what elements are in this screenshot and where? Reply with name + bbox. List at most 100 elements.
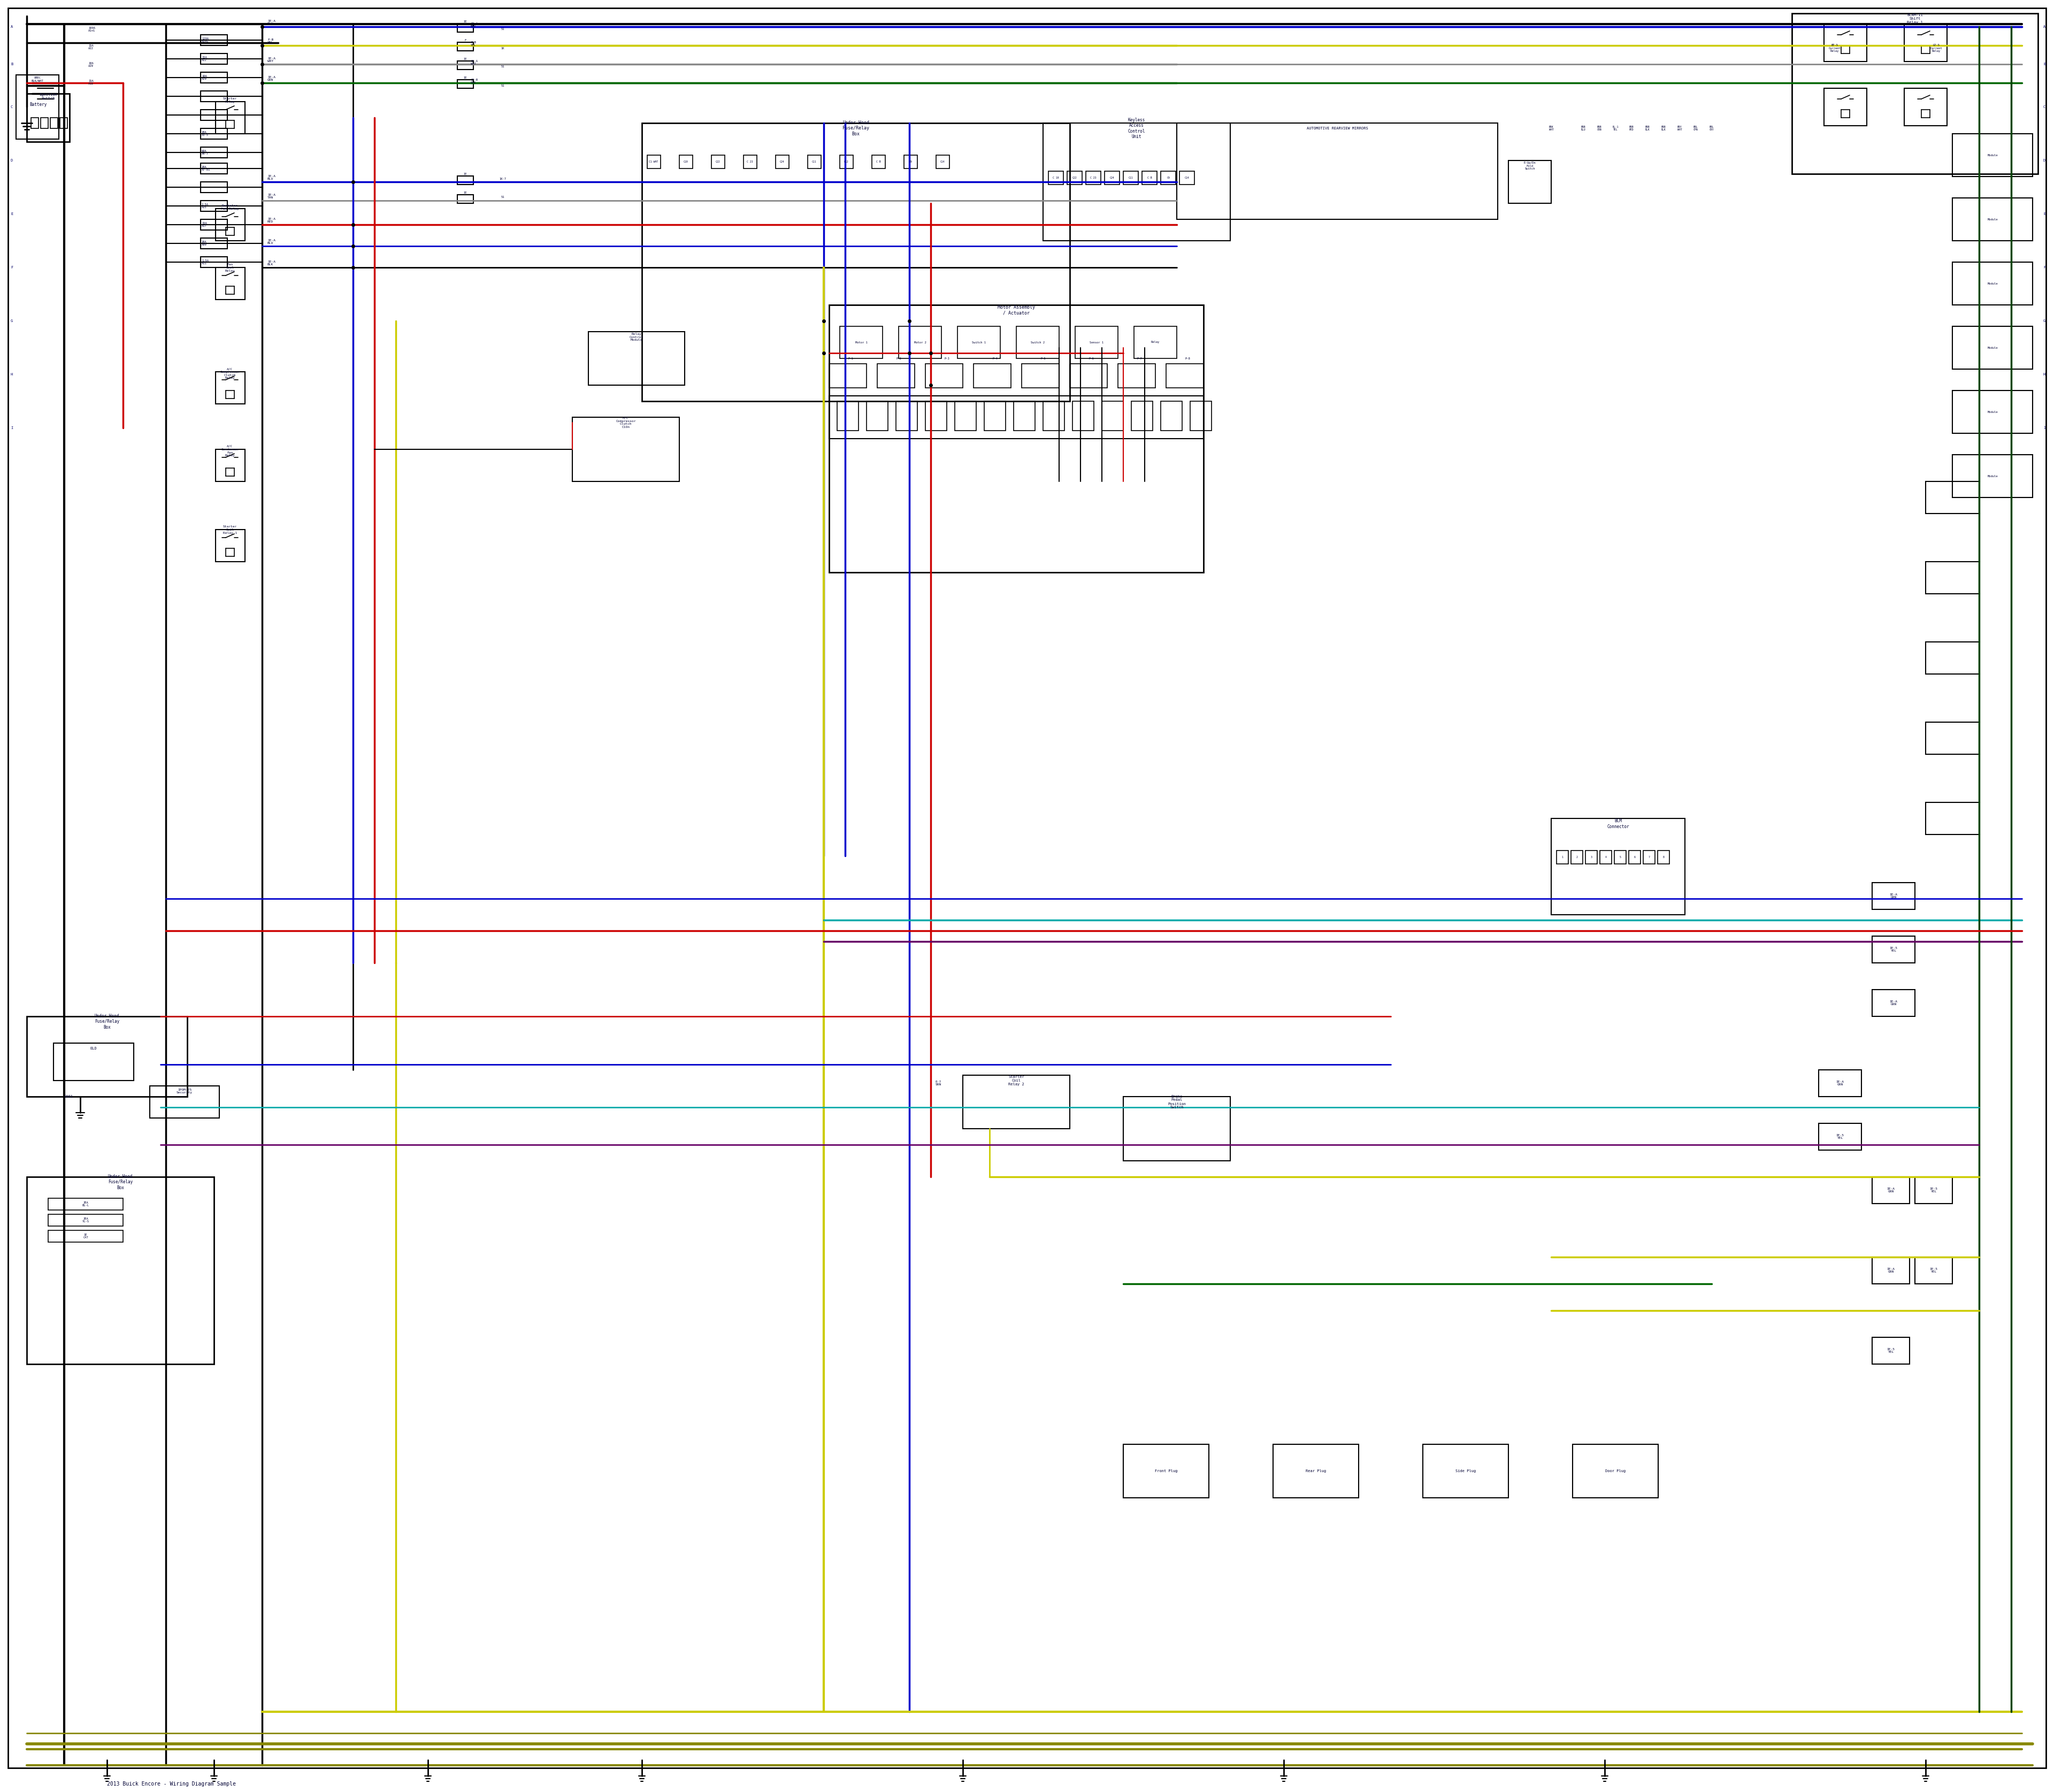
Bar — [1953, 262, 2033, 305]
Bar — [1161, 401, 1183, 430]
Text: BL-1
TEL: BL-1 TEL — [1612, 125, 1619, 131]
Text: P-2: P-2 — [896, 357, 902, 360]
Bar — [201, 256, 228, 267]
Text: Front Plug: Front Plug — [1154, 1469, 1177, 1473]
Text: C B: C B — [875, 159, 881, 163]
Text: A/C
Compressor
Clutch
C1On: A/C Compressor Clutch C1On — [616, 416, 637, 428]
Bar — [201, 181, 228, 192]
Bar — [1904, 23, 1947, 61]
Text: 51: 51 — [501, 84, 505, 88]
Text: Module: Module — [1988, 410, 1999, 414]
Bar — [900, 326, 941, 358]
Bar — [49, 118, 58, 129]
Bar — [904, 156, 918, 168]
Bar — [984, 401, 1006, 430]
Text: C 10: C 10 — [1054, 176, 1060, 179]
Bar — [1614, 851, 1627, 864]
Bar — [838, 401, 859, 430]
Text: BT-5
Current
Relay: BT-5 Current Relay — [1828, 43, 1840, 52]
Bar — [587, 332, 684, 385]
Text: 2.5A
A25: 2.5A A25 — [201, 202, 210, 210]
Text: IE: IE — [464, 77, 466, 79]
Text: C12: C12 — [844, 159, 848, 163]
Text: BRB
BLU: BRB BLU — [1582, 125, 1586, 131]
Bar — [1161, 172, 1175, 185]
Text: Switch 2: Switch 2 — [1031, 340, 1045, 344]
Text: IE-A
GRN: IE-A GRN — [1888, 1188, 1896, 1193]
Bar — [1573, 1444, 1658, 1498]
Text: Radiator
Fan Relay: Radiator Fan Relay — [222, 204, 238, 210]
Text: 1.5A
A11: 1.5A A11 — [201, 260, 210, 265]
Text: C11: C11 — [1128, 176, 1134, 179]
Bar — [27, 1177, 214, 1364]
Text: C B: C B — [1148, 176, 1152, 179]
Text: P-6: P-6 — [1089, 357, 1095, 360]
Text: BRL
CRY: BRL CRY — [1709, 125, 1713, 131]
Text: IE-A
BLU: IE-A BLU — [267, 238, 275, 246]
Bar — [1105, 172, 1119, 185]
Text: G: G — [2044, 319, 2046, 323]
Text: P-1: P-1 — [848, 357, 852, 360]
Text: I: I — [10, 426, 12, 430]
Bar — [1072, 401, 1095, 430]
Text: IE: IE — [464, 172, 466, 176]
Bar — [807, 156, 822, 168]
Bar — [1273, 1444, 1358, 1498]
Text: Starter
Relay: Starter Relay — [224, 97, 236, 104]
Bar — [1953, 197, 2033, 240]
Text: GT-5
Current
Relay: GT-5 Current Relay — [1931, 43, 1943, 52]
Text: Starter
Coil
Relay 1: Starter Coil Relay 1 — [224, 525, 236, 534]
Text: C11: C11 — [811, 159, 815, 163]
Bar — [201, 54, 228, 65]
Bar — [1124, 1097, 1230, 1161]
Bar — [1117, 364, 1154, 387]
Text: Keyless
Access
Control
Unit: Keyless Access Control Unit — [1128, 118, 1146, 140]
Bar — [201, 219, 228, 229]
Bar — [573, 418, 680, 482]
Text: Fan
Cool
Relay: Fan Cool Relay — [226, 263, 234, 272]
Text: IE-B
GRN: IE-B GRN — [470, 79, 479, 84]
Text: 15A
A18: 15A A18 — [88, 79, 94, 86]
Bar — [458, 195, 472, 202]
Bar — [216, 102, 244, 134]
Bar — [1658, 851, 1670, 864]
Text: C9: C9 — [1167, 176, 1169, 179]
Bar — [1068, 172, 1082, 185]
Bar — [1070, 364, 1107, 387]
Text: IPOM-75
Security: IPOM-75 Security — [177, 1088, 193, 1095]
Text: AUTOMOTIVE REARVIEW MIRRORS: AUTOMOTIVE REARVIEW MIRRORS — [1306, 127, 1368, 131]
Bar — [1551, 819, 1684, 914]
Text: 2013 Buick Encore - Wiring Diagram Sample: 2013 Buick Encore - Wiring Diagram Sampl… — [107, 1781, 236, 1787]
Bar — [216, 530, 244, 561]
Text: A: A — [10, 25, 12, 29]
Bar — [16, 75, 60, 140]
Bar — [974, 364, 1011, 387]
Text: 1K-7: 1K-7 — [499, 177, 505, 179]
Text: Module: Module — [1988, 154, 1999, 156]
Text: C1 WHT: C1 WHT — [649, 159, 657, 163]
Text: 51: 51 — [501, 66, 505, 68]
Text: P-7: P-7 — [1136, 357, 1142, 360]
Text: IE-A
GRN: IE-A GRN — [267, 75, 275, 81]
Bar — [1557, 851, 1569, 864]
Bar — [1074, 326, 1117, 358]
Bar — [1423, 1444, 1508, 1498]
Bar — [41, 118, 47, 129]
Bar — [201, 72, 228, 82]
Text: C9: C9 — [908, 159, 912, 163]
Bar — [201, 201, 228, 211]
Text: 2EA
BL-L: 2EA BL-L — [82, 1201, 88, 1208]
Bar — [1824, 88, 1867, 125]
Text: BRY
WHT: BRY WHT — [1678, 125, 1682, 131]
Text: P-3: P-3 — [945, 357, 949, 360]
Bar — [1167, 364, 1204, 387]
Text: E-7
SRN: E-7 SRN — [935, 1081, 941, 1086]
Text: C14: C14 — [1185, 176, 1189, 179]
Text: P-5: P-5 — [1041, 357, 1045, 360]
Text: Module: Module — [1988, 346, 1999, 349]
Text: C: C — [2044, 106, 2046, 109]
Bar — [216, 450, 244, 482]
Bar — [216, 267, 244, 299]
Text: Rear Plug: Rear Plug — [1306, 1469, 1327, 1473]
Text: BRB
BLK: BRB BLK — [1662, 125, 1666, 131]
